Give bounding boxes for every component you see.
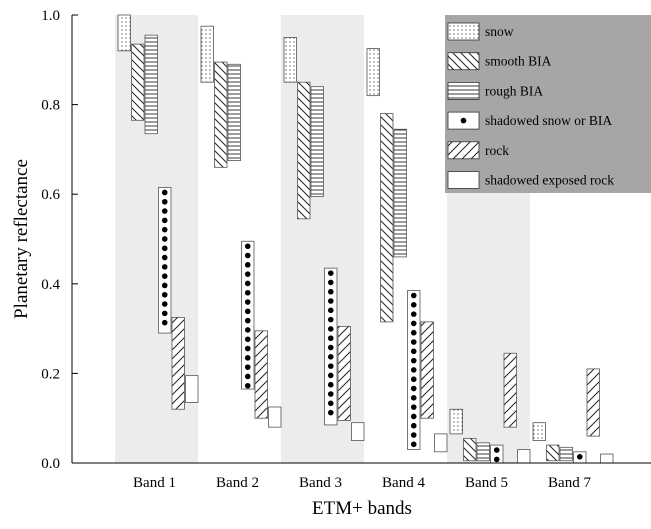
range-bar — [490, 444, 504, 464]
range-bar — [214, 61, 228, 168]
range-bar — [573, 451, 587, 464]
legend-entry: shadowed snow or BIA — [447, 111, 612, 130]
y-tick-label: 0.0 — [41, 456, 60, 472]
legend-entry: rock — [447, 141, 509, 160]
range-bar — [420, 321, 434, 419]
range-bar — [532, 422, 546, 441]
range-bar — [600, 453, 614, 464]
range-bar — [227, 63, 241, 161]
y-axis-title: Planetary reflectance — [11, 159, 32, 319]
range-bar — [131, 43, 145, 121]
x-tick-label: Band 1 — [133, 475, 176, 491]
y-tick-label: 1.0 — [41, 8, 60, 24]
range-bar — [407, 290, 421, 450]
range-bar — [241, 240, 255, 390]
legend-entry: rough BIA — [447, 82, 543, 100]
range-bar — [366, 48, 380, 97]
range-bar — [559, 446, 573, 462]
range-bar — [254, 330, 268, 419]
range-bar — [324, 267, 338, 426]
range-bar — [476, 442, 490, 462]
range-bar — [434, 433, 448, 453]
range-bar — [380, 113, 394, 323]
range-bar — [171, 316, 185, 410]
range-bar — [158, 187, 172, 334]
y-tick-label: 0.8 — [41, 98, 60, 114]
range-bar — [503, 352, 517, 428]
y-tick-label: 0.6 — [41, 187, 60, 203]
range-bar — [546, 444, 560, 462]
x-axis-title: ETM+ bands — [312, 498, 412, 519]
range-bar — [200, 25, 214, 83]
legend-background — [445, 15, 651, 193]
y-tick-label: 0.2 — [41, 366, 60, 382]
legend: snow smooth BIA rough BIA shadowed snow or … — [445, 15, 651, 193]
range-bar — [283, 37, 297, 83]
range-bar — [463, 437, 477, 462]
legend-entry: smooth BIA — [447, 52, 552, 71]
range-bar — [337, 325, 351, 421]
range-bar — [297, 81, 311, 220]
legend-label: rock — [485, 143, 509, 158]
x-tick-label: Band 4 — [382, 475, 425, 491]
range-bar — [393, 128, 407, 258]
legend-label: rough BIA — [485, 83, 543, 98]
range-bar — [351, 422, 365, 441]
range-bar — [144, 34, 158, 135]
legend-label: shadowed exposed rock — [485, 173, 614, 188]
legend-entry: snow — [447, 22, 514, 41]
range-bar — [268, 406, 282, 428]
range-bar — [517, 449, 531, 464]
legend-label: smooth BIA — [485, 54, 552, 69]
legend-label: snow — [485, 24, 514, 39]
legend-entry: shadowed exposed rock — [447, 171, 614, 189]
y-tick-label: 0.4 — [41, 277, 60, 293]
range-bar — [449, 408, 463, 435]
range-bar — [586, 368, 600, 437]
range-bar — [117, 14, 131, 52]
x-tick-label: Band 3 — [299, 475, 342, 491]
x-tick-label: Band 7 — [548, 475, 591, 491]
range-bar — [185, 375, 199, 403]
range-bar — [310, 86, 324, 197]
x-tick-label: Band 2 — [216, 475, 259, 491]
x-tick-label: Band 5 — [465, 475, 508, 491]
legend-label: shadowed snow or BIA — [485, 113, 612, 128]
